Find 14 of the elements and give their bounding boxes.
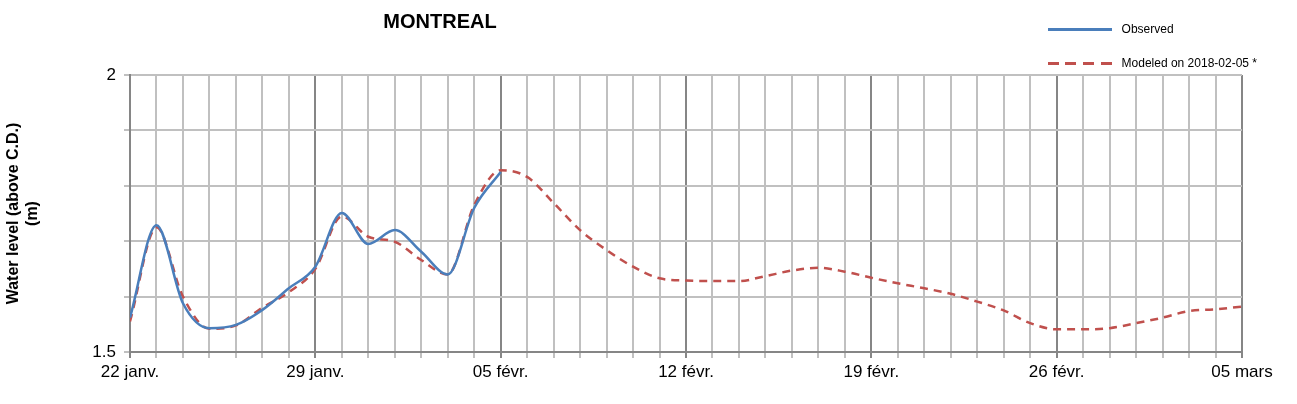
x-tick-label: 05 mars — [1211, 361, 1273, 381]
chart-title: MONTREAL — [382, 10, 498, 33]
x-tick-label: 22 janv. — [100, 361, 160, 381]
x-tick-label: 29 janv. — [286, 361, 345, 381]
x-tick-label: 26 févr. — [1028, 361, 1085, 381]
legend-label: Observed — [1121, 22, 1174, 36]
y-axis-title: Water level (above C.D.) (m) — [4, 122, 41, 305]
x-tick-label: 19 févr. — [843, 361, 900, 381]
y-tick-label: 2 — [106, 64, 116, 84]
x-tick-label: 12 févr. — [658, 361, 714, 381]
legend-label: Modeled on 2018-02-05 * — [1121, 56, 1257, 70]
line-series — [130, 170, 502, 330]
y-tick-label: 1.5 — [92, 341, 116, 361]
x-tick-label: 05 févr. — [472, 361, 529, 381]
